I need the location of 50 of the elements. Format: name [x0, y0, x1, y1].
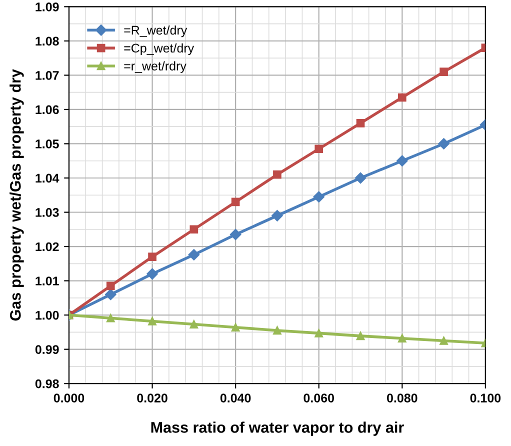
point: [190, 320, 198, 328]
point: [354, 172, 366, 184]
point: [190, 225, 198, 234]
x-tick-label: 0.060: [304, 394, 334, 402]
point: [272, 210, 283, 222]
point: [356, 332, 365, 340]
x-tick-label: 0.020: [137, 394, 168, 402]
point: [440, 68, 448, 76]
y-tick-label: 0.98: [35, 379, 59, 388]
point: [398, 334, 406, 343]
x-axis-title: Mass ratio of water vapor to dry air: [151, 422, 404, 436]
x-tick-label: 0.100: [470, 394, 501, 402]
y-tick-label: 1.00: [36, 310, 59, 320]
legend-label: =r_wet/rdry: [124, 61, 186, 73]
point: [231, 198, 240, 206]
point: [438, 138, 450, 150]
point: [106, 282, 115, 290]
point: [273, 326, 282, 335]
legend-label: =Cp_wet/dry: [124, 43, 194, 56]
point: [313, 191, 324, 202]
point: [188, 249, 200, 260]
y-axis-title: Gas property wet/Gas property dry: [10, 69, 24, 321]
y-tick-label: 1.09: [36, 2, 59, 12]
y-tick-label: 1.08: [36, 36, 59, 46]
y-tick-label: 1.02: [36, 242, 59, 252]
point: [314, 329, 324, 338]
point: [146, 268, 158, 280]
x-tick-label: 0.040: [220, 394, 251, 402]
point: [148, 317, 156, 326]
point: [398, 93, 406, 102]
legend-label: =R_wet/dry: [124, 25, 188, 38]
y-tick-label: 1.03: [36, 208, 59, 217]
point: [231, 323, 240, 332]
y-tick-label: 1.04: [36, 174, 60, 183]
y-tick-label: 1.05: [36, 140, 59, 148]
y-tick-label: 1.01: [36, 276, 59, 286]
point: [314, 144, 324, 154]
y-tick-label: 1.07: [36, 71, 59, 80]
y-tick-label: 0.99: [35, 345, 59, 354]
point: [106, 314, 115, 322]
point: [105, 288, 116, 300]
point: [356, 119, 365, 128]
y-tick-label: 1.06: [36, 105, 59, 114]
point: [440, 336, 448, 345]
point: [273, 170, 282, 179]
x-tick-label: 0.080: [387, 394, 418, 402]
x-tick-label: 0.000: [54, 394, 84, 402]
point: [396, 155, 408, 166]
point: [230, 228, 242, 240]
point: [148, 252, 156, 261]
